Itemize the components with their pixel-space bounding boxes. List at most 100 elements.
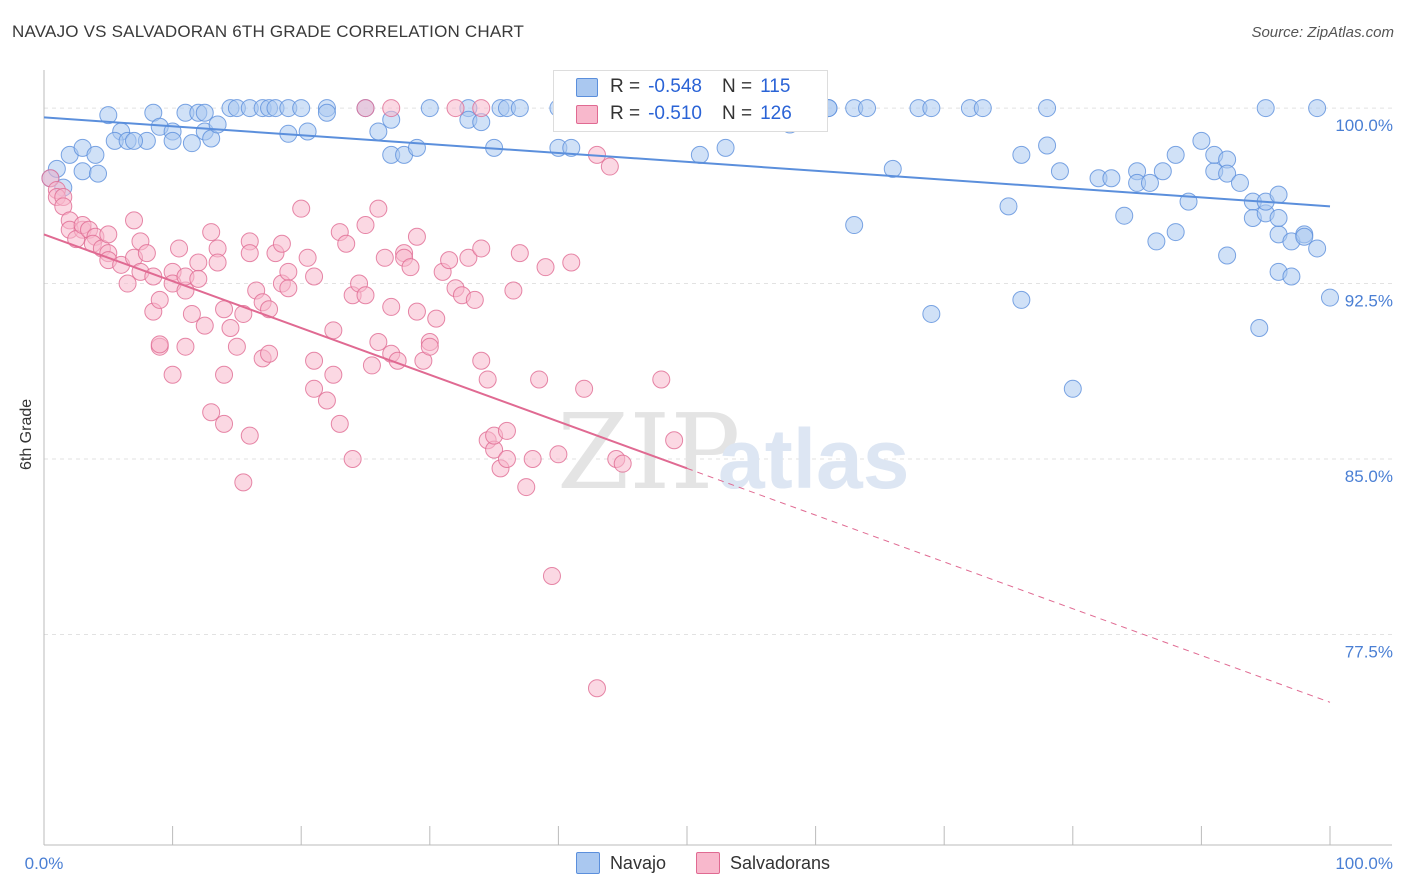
data-point <box>1063 379 1082 398</box>
data-point <box>652 370 671 389</box>
legend-label-salvadorans: Salvadorans <box>729 852 831 873</box>
data-point <box>343 449 362 468</box>
navajo-swatch <box>576 77 598 97</box>
data-point <box>1230 173 1249 192</box>
salvadorans-swatch <box>576 104 598 124</box>
y-tick-label: 100.0% <box>1335 116 1393 135</box>
data-point <box>279 279 298 298</box>
r-value-navajo: -0.548 <box>648 76 702 97</box>
data-point <box>510 244 529 263</box>
data-point <box>922 304 941 323</box>
x-tick-label: 0.0% <box>25 854 64 873</box>
data-point <box>272 234 291 253</box>
data-point <box>260 344 279 363</box>
data-point <box>1140 173 1159 192</box>
data-point <box>1308 99 1327 118</box>
data-point <box>234 304 253 323</box>
trend-lines <box>43 116 1331 703</box>
gridlines <box>44 107 1392 635</box>
r-label: R = <box>610 76 641 97</box>
data-point <box>472 239 491 258</box>
axes <box>43 70 1392 846</box>
r-label: R = <box>610 103 641 124</box>
data-point <box>690 145 709 164</box>
data-point <box>305 267 324 286</box>
data-point <box>845 216 864 235</box>
data-point <box>163 365 182 384</box>
data-point <box>356 216 375 235</box>
data-point <box>510 99 529 118</box>
data-point <box>298 122 317 141</box>
data-point <box>189 253 208 272</box>
data-point <box>356 286 375 305</box>
data-point <box>215 365 234 384</box>
data-point <box>472 99 491 118</box>
data-point <box>73 162 92 181</box>
data-point <box>1012 290 1031 309</box>
data-point <box>1192 131 1211 150</box>
data-point <box>716 138 735 157</box>
data-point <box>137 244 156 263</box>
data-point <box>1256 99 1275 118</box>
r-value-salvadorans: -0.510 <box>648 103 702 124</box>
data-point <box>215 300 234 319</box>
data-point <box>150 290 169 309</box>
data-point <box>665 431 684 450</box>
data-point <box>922 99 941 118</box>
data-point <box>99 225 118 244</box>
trend-line <box>43 116 1331 208</box>
data-point <box>260 300 279 319</box>
data-point <box>189 269 208 288</box>
data-point <box>163 131 182 150</box>
legend-row-navajo: R = -0.548 N = 115 <box>576 75 790 99</box>
legend-label-navajo: Navajo <box>609 852 666 873</box>
data-point <box>600 157 619 176</box>
data-point <box>1166 145 1185 164</box>
data-point <box>215 414 234 433</box>
tick-labels: 100.0% 92.5% 85.0% 77.5% 0.0% 100.0% <box>25 116 1393 873</box>
data-point <box>999 197 1018 216</box>
y-tick-label: 77.5% <box>1345 642 1393 661</box>
data-point <box>562 253 581 272</box>
watermark-zip: ZIP <box>557 391 740 513</box>
legend-item-navajo[interactable]: Navajo <box>575 852 666 874</box>
data-point <box>497 449 516 468</box>
data-point <box>1102 169 1121 188</box>
data-point <box>517 478 536 497</box>
legend-item-salvadorans[interactable]: Salvadorans <box>695 852 831 874</box>
data-point <box>1218 246 1237 265</box>
data-point <box>317 391 336 410</box>
data-point <box>182 134 201 153</box>
data-point <box>465 290 484 309</box>
data-point <box>523 449 542 468</box>
data-point <box>324 365 343 384</box>
data-point <box>227 337 246 356</box>
data-point <box>1321 288 1339 307</box>
data-point <box>298 248 317 267</box>
data-point <box>240 244 259 263</box>
n-label: N = <box>721 103 753 124</box>
data-point <box>182 304 201 323</box>
data-point <box>330 414 349 433</box>
data-point <box>613 454 632 473</box>
data-point <box>1269 185 1288 204</box>
data-point <box>1218 164 1237 183</box>
data-point <box>497 421 516 440</box>
data-point <box>125 131 144 150</box>
data-point <box>504 281 523 300</box>
y-axis-label: 6th Grade <box>18 398 35 470</box>
n-label: N = <box>721 76 753 97</box>
data-point <box>542 566 561 585</box>
data-point <box>202 403 221 422</box>
data-point <box>292 199 311 218</box>
data-point <box>99 106 118 125</box>
data-point <box>356 99 375 118</box>
data-point <box>202 223 221 242</box>
watermark-atlas: atlas <box>718 412 909 506</box>
data-point <box>401 258 420 277</box>
n-value-navajo: 115 <box>760 76 791 97</box>
data-point <box>324 321 343 340</box>
data-point <box>446 99 465 118</box>
data-point <box>575 379 594 398</box>
data-point <box>221 318 240 337</box>
